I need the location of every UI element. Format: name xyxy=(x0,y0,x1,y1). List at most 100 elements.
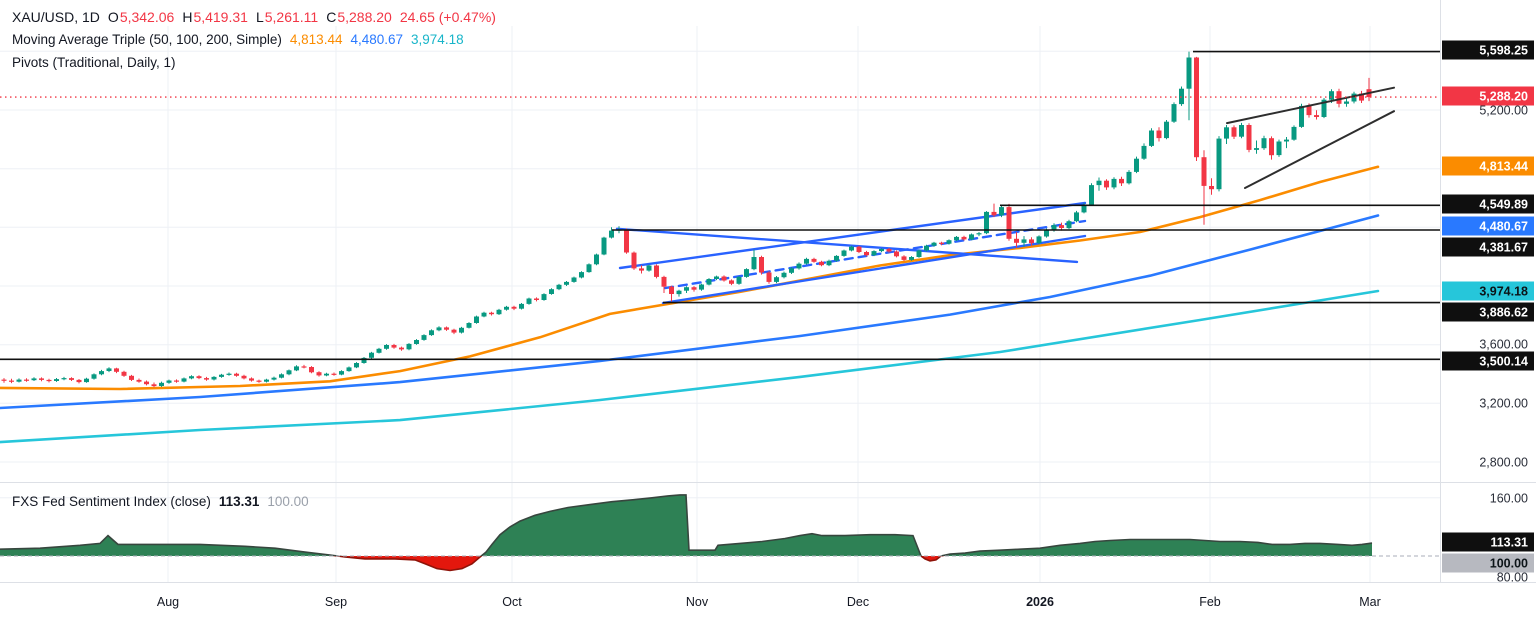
candle-body xyxy=(684,287,689,291)
candle-body xyxy=(114,368,119,372)
time-axis-label[interactable]: Aug xyxy=(157,595,179,609)
candle-body xyxy=(181,378,187,382)
candle-body xyxy=(1126,171,1132,184)
price-label-box xyxy=(1442,281,1534,301)
candle-body xyxy=(594,254,599,265)
candle-body xyxy=(639,268,644,271)
candle-body xyxy=(459,327,464,333)
trendline[interactable] xyxy=(661,234,1087,305)
time-axis-label[interactable]: Sep xyxy=(325,595,347,609)
candle-body xyxy=(1254,148,1259,150)
candle-body xyxy=(121,371,127,376)
candle-body xyxy=(781,272,787,278)
candle-body xyxy=(886,249,892,252)
time-axis-label[interactable]: 2026 xyxy=(1026,595,1054,609)
candle-body xyxy=(256,380,262,382)
candle-body xyxy=(1179,88,1184,105)
candle-body xyxy=(421,335,427,340)
candle-body xyxy=(916,250,922,257)
candle-body xyxy=(624,229,629,253)
candle-body xyxy=(496,309,502,315)
sentiment-indicator-legend[interactable]: FXS Fed Sentiment Index (close) 113.31 1… xyxy=(12,494,309,509)
candle-body xyxy=(241,375,247,379)
candle-body xyxy=(31,378,37,381)
candle-body xyxy=(766,272,772,282)
candle-body xyxy=(984,211,989,234)
price-label-text: 113.31 xyxy=(1490,536,1528,550)
open-label: O xyxy=(107,9,119,25)
ohlc-open: O 5,342.06 xyxy=(108,9,174,25)
candle-body xyxy=(129,375,134,380)
price-label-text: 4,813.44 xyxy=(1479,160,1528,174)
candle-body xyxy=(894,251,899,257)
candle-body xyxy=(1021,239,1027,243)
candle-body xyxy=(571,277,577,282)
time-axis-label[interactable]: Oct xyxy=(502,595,522,609)
price-label-text: 100.00 xyxy=(1490,557,1528,571)
candle-body xyxy=(661,276,667,287)
candle-body xyxy=(556,284,562,290)
candle-body xyxy=(219,374,224,377)
time-axis[interactable] xyxy=(0,583,1536,620)
ma-triple-legend[interactable]: Moving Average Triple (50, 100, 200, Sim… xyxy=(12,32,464,47)
candle-body xyxy=(1066,221,1072,229)
symbol-legend[interactable]: XAU/USD, 1D O 5,342.06 H 5,419.31 L 5,26… xyxy=(12,9,496,25)
candle-body xyxy=(1314,115,1319,117)
wedge-trendline[interactable] xyxy=(1226,86,1395,125)
candle-body xyxy=(1321,99,1327,117)
candle-body xyxy=(1141,145,1147,159)
time-axis-label[interactable]: Dec xyxy=(847,595,869,609)
wedge-trendline[interactable] xyxy=(1244,110,1395,189)
candle-body xyxy=(1006,207,1012,239)
candle-body xyxy=(151,384,157,387)
sentiment-area-chart xyxy=(0,494,1440,572)
candle-body xyxy=(939,242,944,244)
price-label-text: 5,288.20 xyxy=(1479,90,1528,104)
candle-body xyxy=(646,265,652,271)
candle-body xyxy=(196,376,202,379)
time-axis-label[interactable]: Mar xyxy=(1359,595,1381,609)
candle-body xyxy=(61,378,67,380)
indicator-pane[interactable] xyxy=(0,483,1440,582)
symbol-title: XAU/USD, 1D xyxy=(12,9,100,25)
trendline[interactable] xyxy=(615,227,1079,264)
time-axis-label[interactable]: Nov xyxy=(686,595,709,609)
candle-body xyxy=(1036,236,1042,244)
pivots-legend[interactable]: Pivots (Traditional, Daily, 1) xyxy=(12,55,176,70)
price-label-box xyxy=(1442,194,1534,214)
candle-body xyxy=(901,256,907,260)
candle-body xyxy=(1186,57,1192,89)
candle-body xyxy=(466,323,472,328)
price-label-box xyxy=(1442,216,1534,236)
ma-200-line[interactable] xyxy=(0,289,1380,444)
candle-body xyxy=(159,382,164,386)
candle-body xyxy=(436,327,442,331)
ma200-value: 3,974.18 xyxy=(411,32,464,47)
candle-body xyxy=(279,374,284,378)
candle-body xyxy=(376,348,382,353)
price-label-text: 3,974.18 xyxy=(1479,285,1528,299)
candle-body xyxy=(751,257,757,270)
candle-body xyxy=(189,376,194,379)
candle-body xyxy=(444,327,449,330)
candle-body xyxy=(136,379,142,382)
candle-body xyxy=(301,366,307,368)
ma100-value: 4,480.67 xyxy=(350,32,404,47)
price-axis-tick: 80.00 xyxy=(1497,571,1528,585)
ma-100-line[interactable] xyxy=(0,214,1380,410)
candle-body xyxy=(714,276,719,279)
price-axis-tick: 3,200.00 xyxy=(1479,397,1528,411)
candle-body xyxy=(1164,121,1169,139)
time-axis-label[interactable]: Feb xyxy=(1199,595,1221,609)
candle-body xyxy=(676,290,682,295)
candle-body xyxy=(16,379,22,382)
candle-body xyxy=(991,211,997,216)
low-label: L xyxy=(255,9,264,25)
main-chart-pane[interactable] xyxy=(0,0,1440,482)
candle-body xyxy=(804,258,809,264)
candle-body xyxy=(1119,178,1124,184)
candle-body xyxy=(519,303,524,309)
price-label-box xyxy=(1442,351,1534,371)
close-value: 5,288.20 xyxy=(337,9,392,25)
